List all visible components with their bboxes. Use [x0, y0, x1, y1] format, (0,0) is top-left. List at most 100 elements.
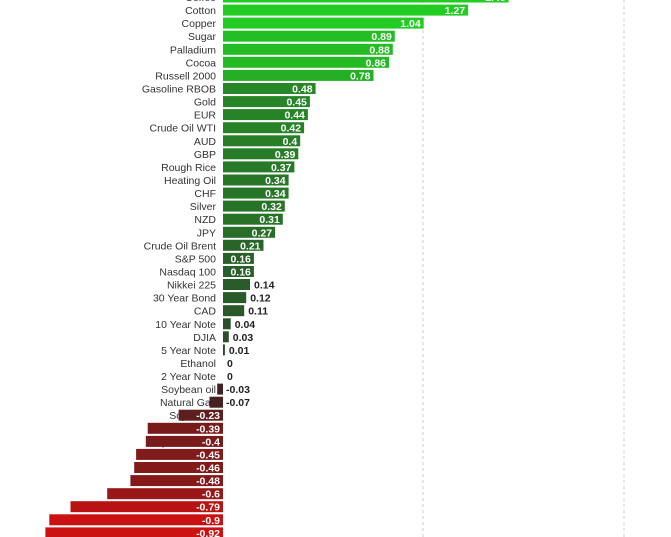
bar	[223, 318, 231, 330]
value-label: 1.04	[400, 18, 421, 30]
bar	[223, 4, 469, 16]
bar	[178, 409, 223, 421]
bar	[223, 30, 395, 42]
bar	[223, 226, 276, 238]
value-label: 0.04	[235, 319, 256, 331]
value-label: 0.16	[230, 253, 251, 265]
value-label: -0.48	[196, 476, 220, 488]
bar	[223, 122, 305, 134]
bar	[223, 83, 316, 94]
bar	[223, 43, 393, 55]
category-label: Ethanol	[180, 358, 216, 370]
category-label: Rough Rice	[161, 162, 216, 174]
value-label: 1.48	[485, 0, 506, 4]
category-label: Natural Gas	[160, 397, 216, 409]
category-label: 30 Year Bond	[153, 293, 216, 305]
value-label: -0.23	[196, 410, 220, 422]
value-label: 0.31	[259, 214, 280, 226]
category-label: Silver	[190, 201, 217, 213]
category-label: Cocoa	[186, 57, 217, 69]
category-label: DJIA	[193, 332, 216, 344]
bar	[223, 331, 229, 343]
value-label: 0.88	[369, 44, 390, 56]
category-label: Russell 2000	[155, 70, 216, 82]
value-label: 0.34	[265, 188, 286, 200]
value-label: 0.39	[275, 149, 296, 161]
value-label: 0.37	[271, 162, 292, 174]
category-label: NZD	[194, 214, 216, 226]
bar	[223, 305, 245, 317]
bar	[134, 462, 223, 473]
bar	[217, 383, 223, 395]
category-label: 10 Year Note	[155, 319, 216, 331]
bar	[223, 161, 295, 173]
bar	[223, 148, 299, 160]
bar	[223, 0, 509, 3]
category-label: 5 Year Note	[161, 345, 216, 357]
bar	[107, 488, 223, 500]
category-label: CHF	[194, 188, 216, 200]
value-label: 0.42	[281, 123, 302, 135]
bar	[49, 514, 223, 526]
category-label: Nasdaq 100	[159, 266, 216, 278]
bar	[223, 266, 254, 277]
category-label: Copper	[182, 18, 217, 30]
category-label: JPY	[197, 227, 216, 239]
value-label: 1.27	[445, 5, 466, 17]
bar	[45, 527, 224, 537]
bar	[136, 448, 223, 460]
bar	[223, 213, 283, 225]
value-label: 0.89	[371, 31, 392, 43]
bar	[209, 396, 223, 408]
value-label: 0	[227, 371, 233, 383]
value-label: 0.86	[366, 57, 387, 69]
category-label: Sugar	[188, 31, 217, 43]
value-label: 0.03	[233, 332, 254, 344]
value-label: -0.39	[196, 423, 220, 435]
bar	[147, 422, 223, 434]
value-label: 0.4	[283, 136, 298, 148]
bar	[223, 135, 301, 147]
category-label: Cotton	[185, 5, 216, 17]
value-label: -0.45	[196, 449, 220, 461]
bar	[223, 96, 310, 108]
category-label: S&P 500	[175, 253, 216, 265]
bar	[223, 69, 374, 81]
value-label: 0.45	[286, 97, 307, 109]
value-label: -0.4	[202, 436, 220, 448]
bar	[223, 344, 225, 356]
value-label: 0.48	[292, 83, 313, 95]
value-label: -0.9	[202, 515, 220, 527]
bar	[223, 239, 264, 251]
bar	[145, 435, 223, 447]
value-label: 0.11	[248, 306, 268, 318]
category-label: Gold	[194, 97, 216, 109]
value-label: 0.16	[230, 266, 251, 278]
category-label: GBP	[194, 149, 216, 161]
bar	[223, 279, 250, 290]
value-label: 0.27	[252, 227, 273, 239]
category-label: AUD	[194, 136, 217, 148]
value-label: -0.92	[196, 528, 220, 537]
value-label: 0.12	[250, 293, 271, 305]
value-label: 0.01	[229, 345, 250, 357]
value-label: 0.21	[240, 240, 261, 252]
category-label: Crude Oil WTI	[149, 123, 216, 135]
bar	[223, 174, 289, 186]
category-label: Nikkei 225	[167, 280, 216, 292]
value-label: 0.78	[350, 70, 371, 82]
category-label: CAD	[194, 306, 217, 318]
value-label: -0.46	[196, 463, 220, 475]
value-label: -0.79	[196, 502, 220, 514]
category-label: EUR	[194, 110, 217, 122]
category-label: Crude Oil Brent	[144, 240, 216, 252]
bar	[223, 292, 247, 304]
value-label: 0.44	[284, 110, 305, 122]
bar	[223, 187, 289, 199]
bar	[130, 475, 223, 487]
bar	[223, 200, 285, 212]
value-label: 0.34	[265, 175, 286, 187]
category-label: Heating Oil	[164, 175, 216, 187]
category-label: Palladium	[170, 44, 216, 56]
